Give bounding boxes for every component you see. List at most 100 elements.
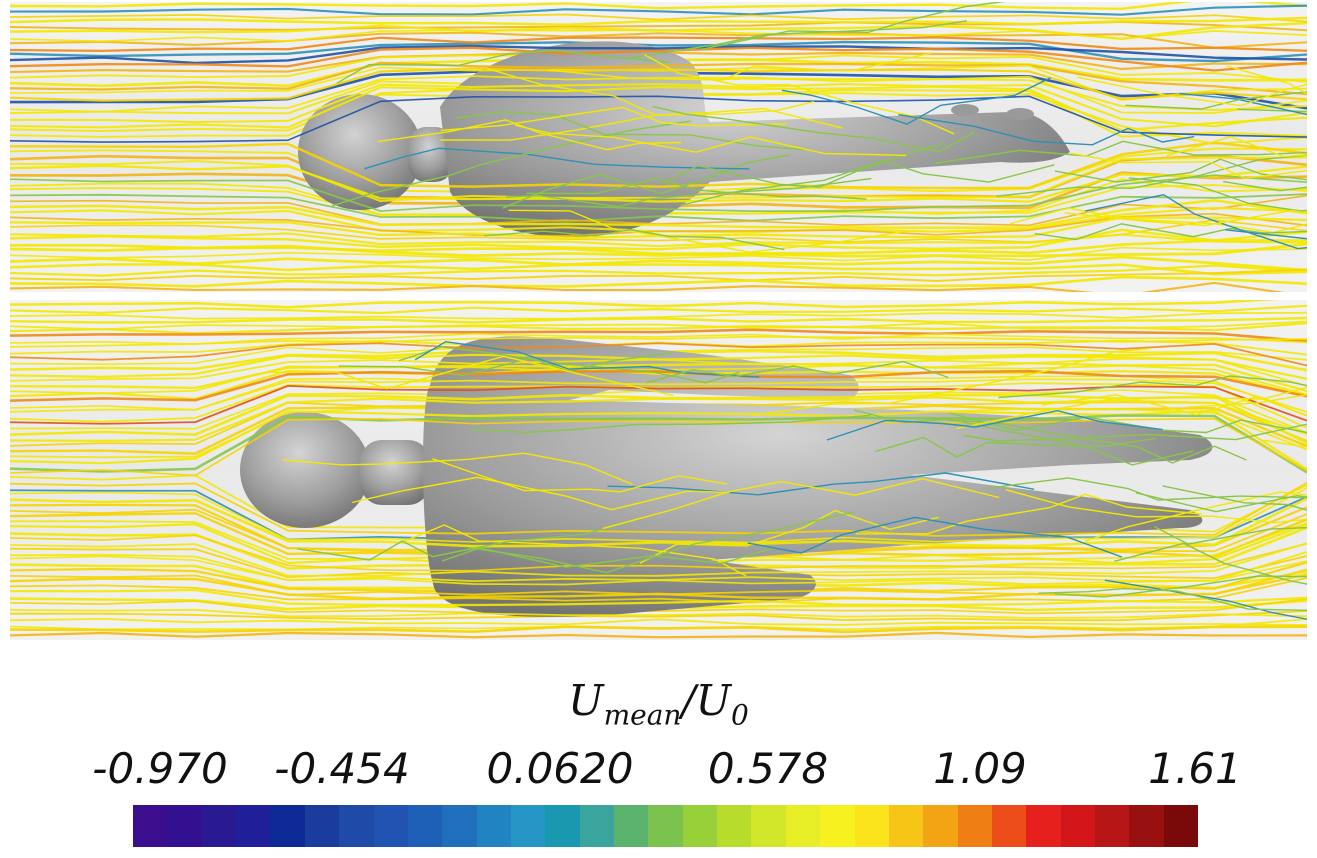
- colorbar-tick: 0.0620: [486, 744, 634, 793]
- wake-streamline: [826, 409, 1163, 441]
- colorbar-segment: [476, 805, 511, 847]
- wake-streamline: [652, 105, 975, 153]
- wake-streamline: [607, 472, 1035, 496]
- wake-streamline: [1166, 135, 1307, 158]
- wake-streamline: [1153, 525, 1307, 545]
- streamline: [10, 482, 1307, 537]
- streamline: [10, 85, 1307, 132]
- streamline: [10, 367, 1307, 401]
- colorbar-tick: 0.578: [707, 744, 829, 793]
- wake-streamline: [1038, 587, 1307, 612]
- streamline: [10, 268, 1307, 282]
- wake-streamline: [934, 418, 1247, 464]
- head-shape: [240, 412, 370, 528]
- streamline: [10, 320, 1307, 331]
- wake-streamline: [548, 52, 932, 81]
- wake-streamline: [644, 54, 955, 135]
- streamline: [10, 141, 1307, 190]
- colorbar-segment: [820, 805, 855, 847]
- streamline: [10, 414, 1307, 474]
- wake-streamline: [1263, 439, 1307, 448]
- streamline: [10, 13, 1307, 23]
- streamline: [10, 385, 1307, 425]
- streamline: [10, 40, 1307, 63]
- wake-streamline: [1085, 193, 1307, 250]
- streamline: [10, 281, 1286, 292]
- streamline: [10, 542, 1307, 577]
- streamline-panel-bottom: [10, 300, 1307, 640]
- wake-streamline: [514, 124, 907, 157]
- streamline: [10, 409, 1307, 471]
- wake-streamline: [471, 414, 872, 434]
- streamline-panel-top: [10, 2, 1307, 292]
- wake-streamline: [949, 412, 1307, 434]
- streamline: [10, 361, 1307, 393]
- wake-streamline: [752, 347, 1151, 417]
- streamline: [10, 46, 1307, 72]
- streamline: [10, 232, 1307, 248]
- wake-streamline: [853, 409, 1194, 466]
- colorbar-segment: [407, 805, 443, 847]
- colorbar-segment: [1060, 805, 1096, 847]
- colorbar-segment: [270, 805, 305, 847]
- wake-streamline: [401, 524, 747, 577]
- wake-streamline: [336, 49, 670, 84]
- streamline: [10, 64, 1307, 101]
- streamline-plot-side-view: [10, 2, 1307, 292]
- streamline: [10, 573, 1307, 601]
- colorbar-segment: [1129, 805, 1164, 847]
- wake-streamline: [680, 159, 1055, 207]
- wake-streamline: [1162, 485, 1307, 511]
- wake-streamline: [1084, 491, 1307, 542]
- streamline: [10, 534, 1307, 572]
- streamline: [10, 83, 1307, 128]
- wake-streamline: [282, 452, 633, 485]
- wake-streamline: [1041, 394, 1307, 417]
- streamline: [10, 193, 1307, 223]
- wake-streamline: [441, 547, 771, 568]
- colorbar-segment: [579, 805, 615, 847]
- streamline: [10, 342, 1307, 367]
- streamline: [10, 304, 1307, 315]
- colorbar-segment: [304, 805, 340, 847]
- wake-streamline: [351, 476, 730, 511]
- streamline: [10, 174, 1307, 212]
- colorbar-tick: 1.61: [1148, 744, 1242, 793]
- streamline: [10, 328, 1307, 343]
- wake-streamline: [963, 423, 1307, 442]
- streamline: [10, 67, 1307, 102]
- streamline: [10, 597, 1307, 615]
- streamline: [10, 29, 1307, 43]
- wake-streamline: [1128, 177, 1307, 212]
- wake-streamline: [484, 228, 785, 251]
- streamlines-front: [10, 2, 1307, 292]
- wake-streamline: [1064, 209, 1307, 227]
- wake-streamline: [1223, 180, 1307, 192]
- colorbar-ticks: -0.970 -0.454 0.0620 0.578 1.09 1.61: [0, 744, 1317, 800]
- colorbar-segment: [888, 805, 924, 847]
- wake-streamline: [855, 493, 1202, 535]
- streamline: [10, 610, 1307, 622]
- streamline: [10, 75, 1307, 114]
- colorbar-segment: [201, 805, 237, 847]
- streamline: [10, 364, 1307, 396]
- streamline: [10, 263, 1307, 276]
- wake-streamline: [747, 516, 1123, 558]
- streamline: [10, 212, 1307, 237]
- neck-shape: [360, 440, 430, 505]
- foot-shape: [951, 104, 979, 116]
- colorbar-segment: [957, 805, 992, 847]
- streamline: [10, 95, 1307, 143]
- wake-streamline: [270, 355, 674, 397]
- streamline: [10, 4, 1307, 16]
- wake-streamline: [1104, 579, 1307, 620]
- wake-streamline: [296, 516, 646, 561]
- streamline: [10, 36, 1307, 53]
- streamline: [10, 631, 1307, 639]
- wake-streamline: [988, 477, 1307, 501]
- wake-streamline: [624, 20, 968, 60]
- streamline: [10, 31, 1307, 49]
- wake-streamline: [602, 477, 1000, 530]
- streamline: [10, 228, 1307, 251]
- colorbar-segment: [717, 805, 752, 847]
